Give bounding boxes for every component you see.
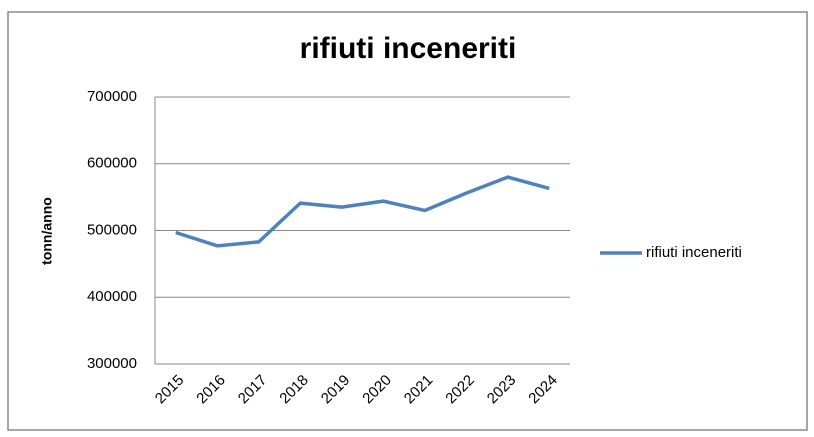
data-line (175, 175, 550, 248)
y-tick-label: 600000 (87, 155, 137, 172)
y-tick-label: 300000 (87, 355, 137, 372)
chart-border (7, 11, 808, 431)
y-tick-label: 500000 (87, 221, 137, 238)
y-tick-label: 400000 (87, 288, 137, 305)
chart-title: rifiuti inceneriti (300, 32, 517, 65)
y-tick-label: 700000 (87, 88, 137, 105)
legend-label: rifiuti inceneriti (646, 244, 742, 261)
y-axis-label: tonn/anno (39, 197, 55, 265)
